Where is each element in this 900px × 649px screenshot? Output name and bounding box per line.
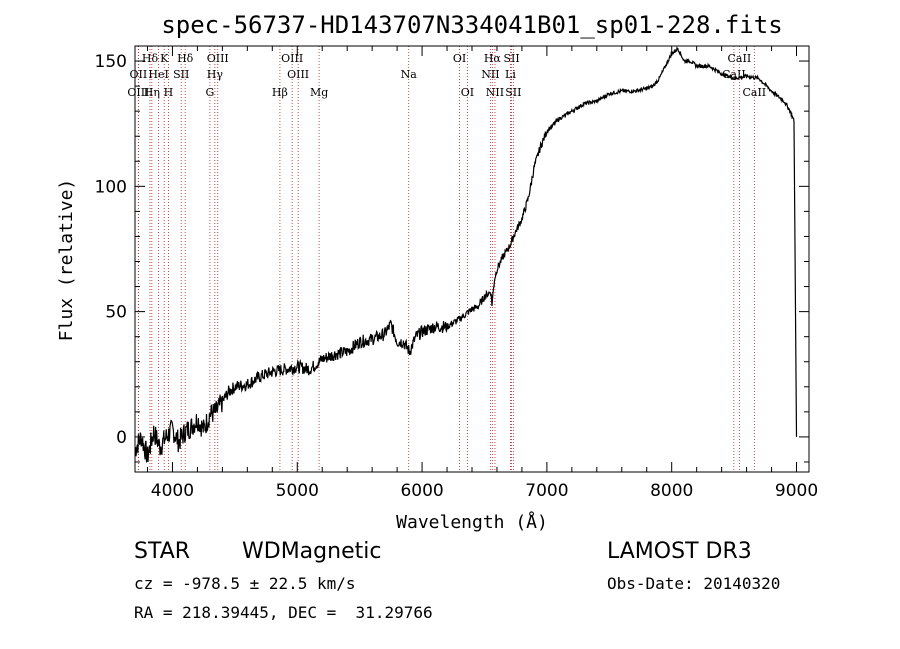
redshift-cz: cz = -978.5 ± 22.5 km/s <box>134 574 356 593</box>
x-tick-label: 9000 <box>775 481 818 501</box>
emission-line-label: Hγ <box>207 68 224 81</box>
emission-line-label: OI <box>461 86 474 99</box>
emission-line-label: Hδ <box>142 52 159 65</box>
emission-line-label: Na <box>401 68 418 81</box>
emission-line-label: Mg <box>310 86 328 99</box>
y-axis-label: Flux (relative) <box>56 179 77 342</box>
x-tick-label: 6000 <box>400 481 443 501</box>
y-tick-label: 100 <box>95 177 127 197</box>
ra-dec-coords: RA = 218.39445, DEC = 31.29766 <box>134 603 433 622</box>
flux-series-line <box>134 45 798 463</box>
x-tick-label: 7000 <box>525 481 568 501</box>
emission-line-label: H <box>164 86 174 99</box>
emission-line-label: SII <box>505 86 521 99</box>
emission-line-markers <box>137 46 755 472</box>
emission-line-label: OIII <box>287 68 309 81</box>
y-tick-label: 150 <box>95 52 127 72</box>
y-tick-label: 0 <box>116 428 127 448</box>
survey-name: LAMOST DR3 <box>607 539 752 564</box>
emission-line-label: Hη <box>144 86 160 99</box>
emission-line-label: CaII <box>728 52 752 65</box>
plot-frame <box>134 45 810 473</box>
emission-line-label: K <box>160 52 169 65</box>
object-subclass: WDMagnetic <box>242 539 382 564</box>
emission-line-label: SII <box>173 68 189 81</box>
emission-line-label: Hα <box>484 52 502 65</box>
x-tick-label: 8000 <box>650 481 693 501</box>
emission-line-label: SII <box>503 52 519 65</box>
emission-line-label: G <box>205 86 214 99</box>
emission-line-label: OIII <box>207 52 229 65</box>
emission-line-label: OII <box>130 68 148 81</box>
emission-line-label: OI <box>453 52 466 65</box>
emission-line-label: NII <box>481 68 499 81</box>
axis-ticks: 4000 5000 6000 7000 8000 9000 0 50 100 150 <box>95 46 818 501</box>
emission-line-label: Hβ <box>272 86 288 99</box>
x-tick-label: 4000 <box>151 481 194 501</box>
emission-line-label: HeI <box>148 68 168 81</box>
emission-line-label: OIII <box>281 52 303 65</box>
emission-line-label: NII <box>486 86 504 99</box>
emission-line-label: Li <box>505 68 516 81</box>
emission-line-label: OIII <box>127 86 149 99</box>
object-class: STAR <box>134 539 191 564</box>
emission-line-label: Hδ <box>177 52 194 65</box>
x-tick-label: 5000 <box>276 481 319 501</box>
x-axis-label: Wavelength (Å) <box>396 511 548 533</box>
chart-title: spec-56737-HD143707N334041B01_sp01-228.f… <box>161 11 782 39</box>
emission-line-label: CaII <box>742 86 766 99</box>
y-tick-label: 50 <box>105 303 127 323</box>
obs-date: Obs-Date: 20140320 <box>607 574 781 593</box>
